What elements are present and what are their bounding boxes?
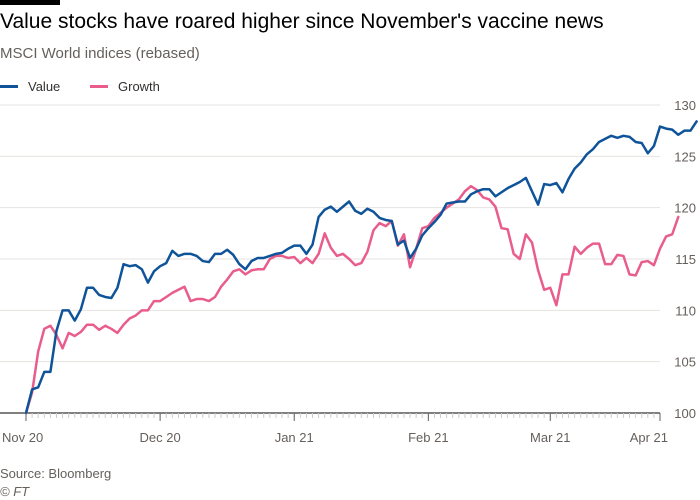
x-tick-label: Dec 20	[140, 430, 181, 445]
y-tick-label: 130	[674, 98, 696, 113]
legend-swatch-value	[0, 85, 18, 89]
y-tick-label: 115	[675, 252, 696, 267]
y-tick-label: 105	[674, 355, 696, 370]
x-axis-labels: Nov 20 Dec 20 Jan 21 Feb 21 Mar 21 Apr 21	[2, 413, 668, 445]
series-line-value	[24, 120, 698, 415]
y-tick-label: 125	[674, 149, 696, 164]
legend-label-growth: Growth	[118, 79, 160, 94]
y-tick-label: 120	[674, 201, 696, 216]
series-line-growth	[24, 184, 680, 415]
legend-item-growth: Growth	[90, 79, 160, 94]
top-accent-bar	[0, 0, 60, 5]
x-tick-label: Mar 21	[530, 430, 570, 445]
chart-title: Value stocks have roared higher since No…	[0, 10, 604, 33]
chart-gridlines	[0, 104, 660, 414]
legend-item-value: Value	[0, 79, 60, 94]
chart-subtitle: MSCI World indices (rebased)	[0, 45, 200, 62]
x-tick-label: Jan 21	[275, 430, 314, 445]
chart-series	[24, 120, 698, 415]
y-tick-label: 110	[675, 303, 696, 318]
y-tick-label: 100	[674, 406, 696, 421]
x-axis-ticks	[25, 413, 661, 418]
legend-label-value: Value	[28, 79, 61, 94]
x-tick-label: Feb 21	[408, 430, 448, 445]
x-tick-label: Nov 20	[2, 430, 43, 445]
x-tick-label: Apr 21	[630, 430, 668, 445]
legend-swatch-growth	[90, 85, 108, 89]
y-axis-labels: 100 105 110 115 120 125 130	[674, 98, 696, 421]
source-note: Source: Bloomberg	[0, 466, 112, 481]
ft-credit: © FT	[0, 484, 30, 499]
line-chart: 100 105 110 115 120 125 130 Nov 20 Dec 20 Jan 21…	[0, 98, 698, 445]
